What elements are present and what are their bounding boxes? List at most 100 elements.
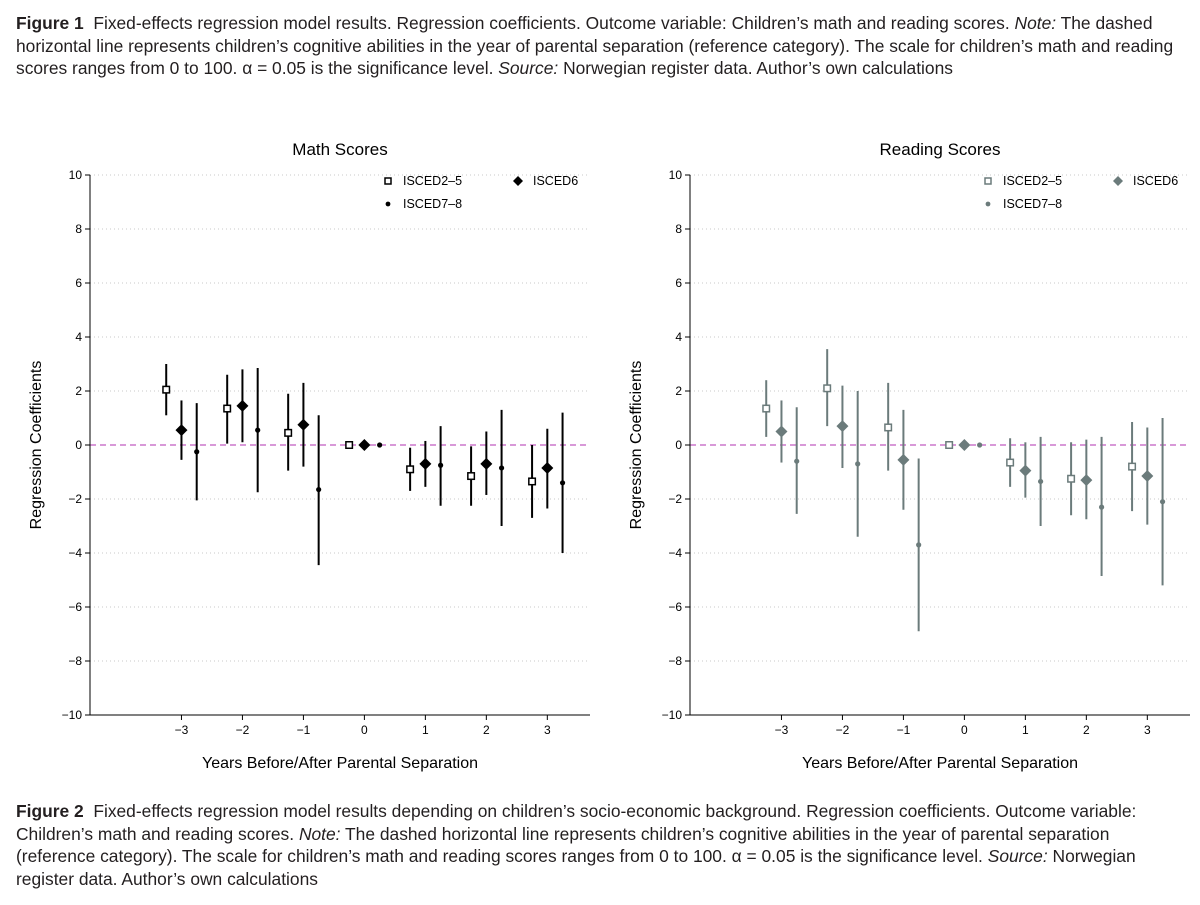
- data-point: [1080, 474, 1093, 487]
- data-point: [467, 472, 476, 481]
- x-tick-label: 3: [544, 723, 551, 737]
- legend-label: ISCED6: [533, 174, 578, 188]
- y-tick-label: 8: [75, 222, 82, 236]
- data-point: [419, 457, 432, 470]
- x-tick-label: 0: [961, 723, 968, 737]
- data-point: [559, 480, 566, 486]
- data-point: [541, 461, 554, 474]
- figure2-text: Fixed-effects regression model results d…: [16, 801, 1137, 844]
- data-point: [255, 427, 261, 433]
- x-tick-label: 2: [483, 723, 490, 737]
- data-point: [498, 465, 505, 471]
- data-point: [916, 542, 922, 548]
- figure1-label: Figure 1: [16, 13, 84, 33]
- x-axis-label: Years Before/After Parental Separation: [202, 755, 478, 772]
- figure2-label: Figure 2: [16, 801, 84, 821]
- y-tick-label: −4: [68, 546, 82, 560]
- y-tick-label: 4: [675, 330, 682, 344]
- x-tick-label: 3: [1144, 723, 1151, 737]
- y-tick-label: 0: [75, 438, 82, 452]
- y-tick-label: 10: [69, 168, 83, 182]
- y-tick-label: 4: [75, 330, 82, 344]
- legend-marker: [384, 177, 392, 185]
- x-tick-label: 1: [422, 723, 429, 737]
- data-point: [284, 428, 293, 437]
- x-tick-label: −2: [236, 723, 250, 737]
- figure1-caption: Figure 1 Fixed-effects regression model …: [16, 12, 1188, 80]
- figure1-note: The dashed horizontal line represents ch…: [16, 13, 1174, 78]
- data-point: [345, 441, 354, 449]
- x-tick-label: −2: [836, 723, 850, 737]
- data-point: [162, 385, 171, 394]
- y-tick-label: 6: [75, 276, 82, 290]
- legend-marker: [1113, 176, 1123, 186]
- legend-label: ISCED6: [1133, 174, 1178, 188]
- figure2-source-label: Source:: [987, 846, 1048, 866]
- figure2-note-label: Note:: [298, 823, 341, 844]
- data-point: [528, 477, 537, 486]
- data-point: [977, 442, 983, 448]
- data-point: [884, 423, 893, 432]
- data-point: [897, 453, 910, 466]
- data-point: [1141, 470, 1154, 483]
- y-tick-label: −6: [668, 600, 682, 614]
- x-tick-label: 0: [361, 723, 368, 737]
- data-point: [194, 449, 200, 455]
- x-tick-label: 2: [1083, 723, 1090, 737]
- data-point: [1038, 478, 1044, 485]
- data-point: [1128, 462, 1137, 471]
- data-point: [794, 458, 800, 464]
- x-axis-label: Years Before/After Parental Separation: [802, 755, 1078, 772]
- data-point: [775, 425, 788, 438]
- data-point: [223, 404, 232, 413]
- data-point: [438, 462, 444, 468]
- legend-label: ISCED7–8: [1003, 197, 1062, 211]
- x-tick-label: −3: [775, 723, 789, 737]
- data-point: [1019, 464, 1032, 477]
- y-tick-label: 2: [75, 384, 82, 398]
- figure2-source: Norwegian register data. Author’s own ca…: [16, 846, 1136, 889]
- y-tick-label: −6: [68, 600, 82, 614]
- y-tick-label: −8: [68, 654, 82, 668]
- y-tick-label: −4: [668, 546, 682, 560]
- figure2-note: The dashed horizontal line represents ch…: [16, 823, 1110, 867]
- data-point: [1067, 474, 1076, 483]
- y-axis-label: Regression Coefficients: [628, 361, 645, 530]
- legend-label: ISCED7–8: [403, 197, 462, 211]
- data-point: [823, 384, 832, 393]
- data-point: [855, 461, 861, 467]
- legend-marker: [985, 201, 991, 207]
- figure1-note-label: Note:: [1014, 13, 1057, 33]
- y-tick-label: 8: [675, 222, 682, 236]
- y-tick-label: 6: [675, 276, 682, 290]
- y-tick-label: −10: [662, 708, 683, 722]
- data-point: [377, 442, 383, 448]
- x-tick-label: 1: [1022, 723, 1029, 737]
- legend-label: ISCED2–5: [403, 174, 462, 188]
- figure1-source: Norwegian register data. Author’s own ca…: [563, 58, 953, 78]
- data-point: [316, 486, 322, 493]
- figure1-text: Fixed-effects regression model results. …: [93, 13, 1010, 33]
- legend-marker: [984, 177, 992, 185]
- data-point: [236, 399, 249, 412]
- chart-title: Reading Scores: [880, 140, 1001, 159]
- y-tick-label: 0: [675, 438, 682, 452]
- data-point: [406, 465, 415, 474]
- y-tick-label: −2: [68, 492, 82, 506]
- y-axis-label: Regression Coefficients: [28, 361, 45, 530]
- y-tick-label: −8: [668, 654, 682, 668]
- y-tick-label: 10: [669, 168, 683, 182]
- legend-label: ISCED2–5: [1003, 174, 1062, 188]
- data-point: [480, 457, 493, 470]
- chart-title: Math Scores: [292, 140, 387, 159]
- figure1-source-label: Source:: [498, 58, 559, 78]
- x-tick-label: −3: [175, 723, 189, 737]
- y-tick-label: −10: [62, 708, 83, 722]
- data-point: [945, 441, 954, 449]
- data-point: [762, 404, 771, 413]
- legend-marker: [385, 201, 391, 207]
- y-tick-label: 2: [675, 384, 682, 398]
- data-point: [358, 439, 371, 451]
